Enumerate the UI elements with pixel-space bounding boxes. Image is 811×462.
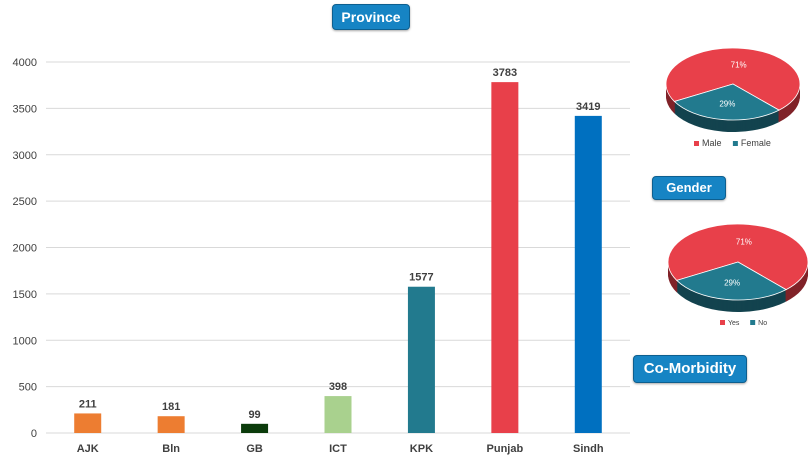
y-tick-label: 3500 (13, 103, 37, 115)
y-tick-label: 1000 (13, 335, 37, 347)
data-label: 398 (329, 381, 347, 393)
y-tick-label: 0 (31, 428, 37, 440)
bar-punjab (491, 82, 519, 434)
pie-data-label: 71% (736, 237, 752, 246)
legend-swatch (732, 141, 738, 146)
comorbidity-pie-chart: 71% 29% Yes No (667, 223, 809, 327)
pie-slice-female (673, 83, 780, 121)
data-label: 181 (162, 401, 180, 413)
bar-gb (241, 423, 269, 433)
gender-pie-chart: 71% 29% Male Female (665, 47, 801, 148)
pie-slice-yes (667, 223, 809, 291)
x-tick-label: AJK (77, 443, 99, 455)
x-tick-label: GB (246, 443, 263, 455)
y-tick-label: 1500 (13, 289, 37, 301)
data-label: 3783 (493, 67, 517, 79)
y-tick-label: 500 (19, 382, 37, 394)
pie-slice-no (676, 261, 787, 301)
y-tick-label: 2500 (13, 196, 37, 208)
bar-sindh (574, 115, 602, 433)
legend-label: Female (741, 138, 771, 148)
data-label: 1577 (409, 272, 433, 284)
comorbidity-title-badge: Co-Morbidity (633, 355, 747, 383)
y-tick-label: 3000 (13, 150, 37, 162)
pie-data-label: 29% (724, 279, 740, 288)
pie-data-label: 71% (731, 60, 747, 69)
x-tick-label: ICT (329, 443, 347, 455)
legend-swatch (750, 320, 756, 325)
pie-slice-male (665, 47, 801, 111)
x-tick-label: Punjab (487, 443, 524, 455)
pie-data-label: 29% (719, 100, 735, 109)
data-label: 3419 (576, 101, 600, 113)
legend-swatch (720, 320, 725, 325)
legend-label: Male (702, 138, 722, 148)
legend-swatch (694, 141, 699, 146)
province-bar-chart: 0 500 1000 1500 2000 2500 3000 3500 4000 211 AJK 18… (13, 57, 630, 455)
province-title-badge: Province (332, 4, 410, 30)
x-tick-label: KPK (410, 443, 433, 455)
y-tick-label: 4000 (13, 57, 37, 69)
x-tick-label: Bln (162, 443, 180, 455)
x-tick-label: Sindh (573, 443, 604, 455)
bar-ict (324, 396, 352, 433)
bar-kpk (407, 286, 435, 433)
legend-label: No (758, 320, 767, 327)
bar-ajk (74, 413, 102, 433)
data-label: 211 (79, 398, 97, 410)
y-tick-label: 2000 (13, 243, 37, 255)
legend-label: Yes (728, 320, 740, 327)
gender-title-badge: Gender (652, 176, 726, 200)
data-label: 99 (248, 409, 260, 421)
bar-bln (157, 416, 185, 433)
